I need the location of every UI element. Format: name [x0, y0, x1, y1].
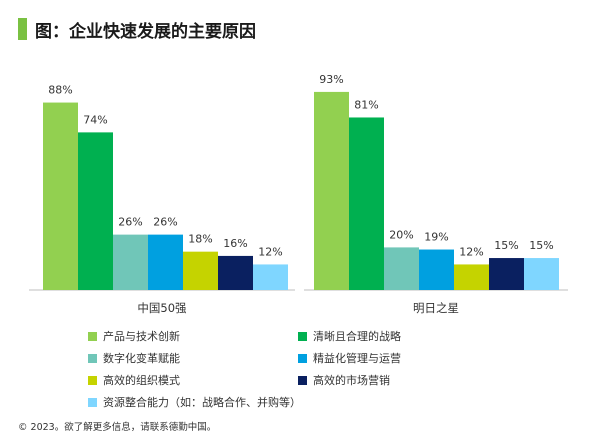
legend-label: 高效的组织模式	[103, 374, 180, 387]
legend-item: 清晰且合理的战略	[298, 328, 401, 344]
bar	[454, 264, 489, 290]
legend-swatch	[88, 331, 97, 341]
bar	[78, 132, 113, 290]
legend-label: 资源整合能力（如：战略合作、并购等）	[103, 396, 301, 409]
data-label: 16%	[223, 237, 247, 250]
data-label: 15%	[494, 239, 518, 252]
data-label: 15%	[529, 239, 553, 252]
legend-label: 精益化管理与运营	[313, 352, 401, 365]
category-label: 中国50强	[137, 301, 187, 315]
data-label: 20%	[389, 228, 413, 241]
bar	[183, 251, 218, 290]
legend-swatch	[298, 331, 307, 341]
legend-item: 精益化管理与运营	[298, 350, 401, 366]
legend-label: 高效的市场营销	[313, 374, 390, 387]
data-label: 93%	[319, 73, 343, 86]
bar	[489, 258, 524, 290]
data-label: 26%	[118, 216, 142, 229]
bar	[384, 247, 419, 290]
legend-item: 高效的组织模式	[88, 372, 180, 388]
title-accent-bar	[18, 18, 27, 40]
bar	[314, 91, 349, 290]
legend-swatch	[298, 353, 307, 363]
legend-item: 产品与技术创新	[88, 328, 180, 344]
data-label: 88%	[48, 84, 72, 97]
bar	[43, 102, 78, 290]
bar-chart: 88% 74% 26% 26% 18% 16% 12% 中国50强 93% 81% 20% 19% 12…	[29, 73, 568, 315]
bar	[524, 258, 559, 290]
legend-label: 数字化变革赋能	[103, 352, 180, 365]
legend-swatch	[88, 375, 97, 385]
legend-item: 资源整合能力（如：战略合作、并购等）	[88, 394, 301, 410]
legend-swatch	[298, 375, 307, 385]
legend-label: 清晰且合理的战略	[313, 330, 401, 343]
category-label: 明日之星	[413, 301, 459, 315]
bar	[113, 234, 148, 290]
data-label: 12%	[459, 245, 483, 258]
bar	[349, 117, 384, 290]
legend-swatch	[88, 353, 97, 363]
data-label: 19%	[424, 231, 448, 244]
footer-note: © 2023。欲了解更多信息，请联系德勤中国。	[18, 422, 217, 433]
bar	[253, 264, 288, 290]
legend-item: 高效的市场营销	[298, 372, 390, 388]
bar	[419, 249, 454, 290]
data-label: 18%	[188, 233, 212, 246]
bar	[148, 234, 183, 290]
bar	[218, 255, 253, 290]
data-label: 81%	[354, 98, 378, 111]
chart-title: 图：企业快速发展的主要原因	[35, 21, 256, 42]
chart-title-block: 图：企业快速发展的主要原因	[18, 14, 256, 44]
legend-item: 数字化变革赋能	[88, 350, 180, 366]
data-label: 74%	[83, 113, 107, 126]
data-label: 26%	[153, 216, 177, 229]
legend-label: 产品与技术创新	[103, 330, 180, 343]
legend-swatch	[88, 397, 97, 407]
data-label: 12%	[258, 245, 282, 258]
